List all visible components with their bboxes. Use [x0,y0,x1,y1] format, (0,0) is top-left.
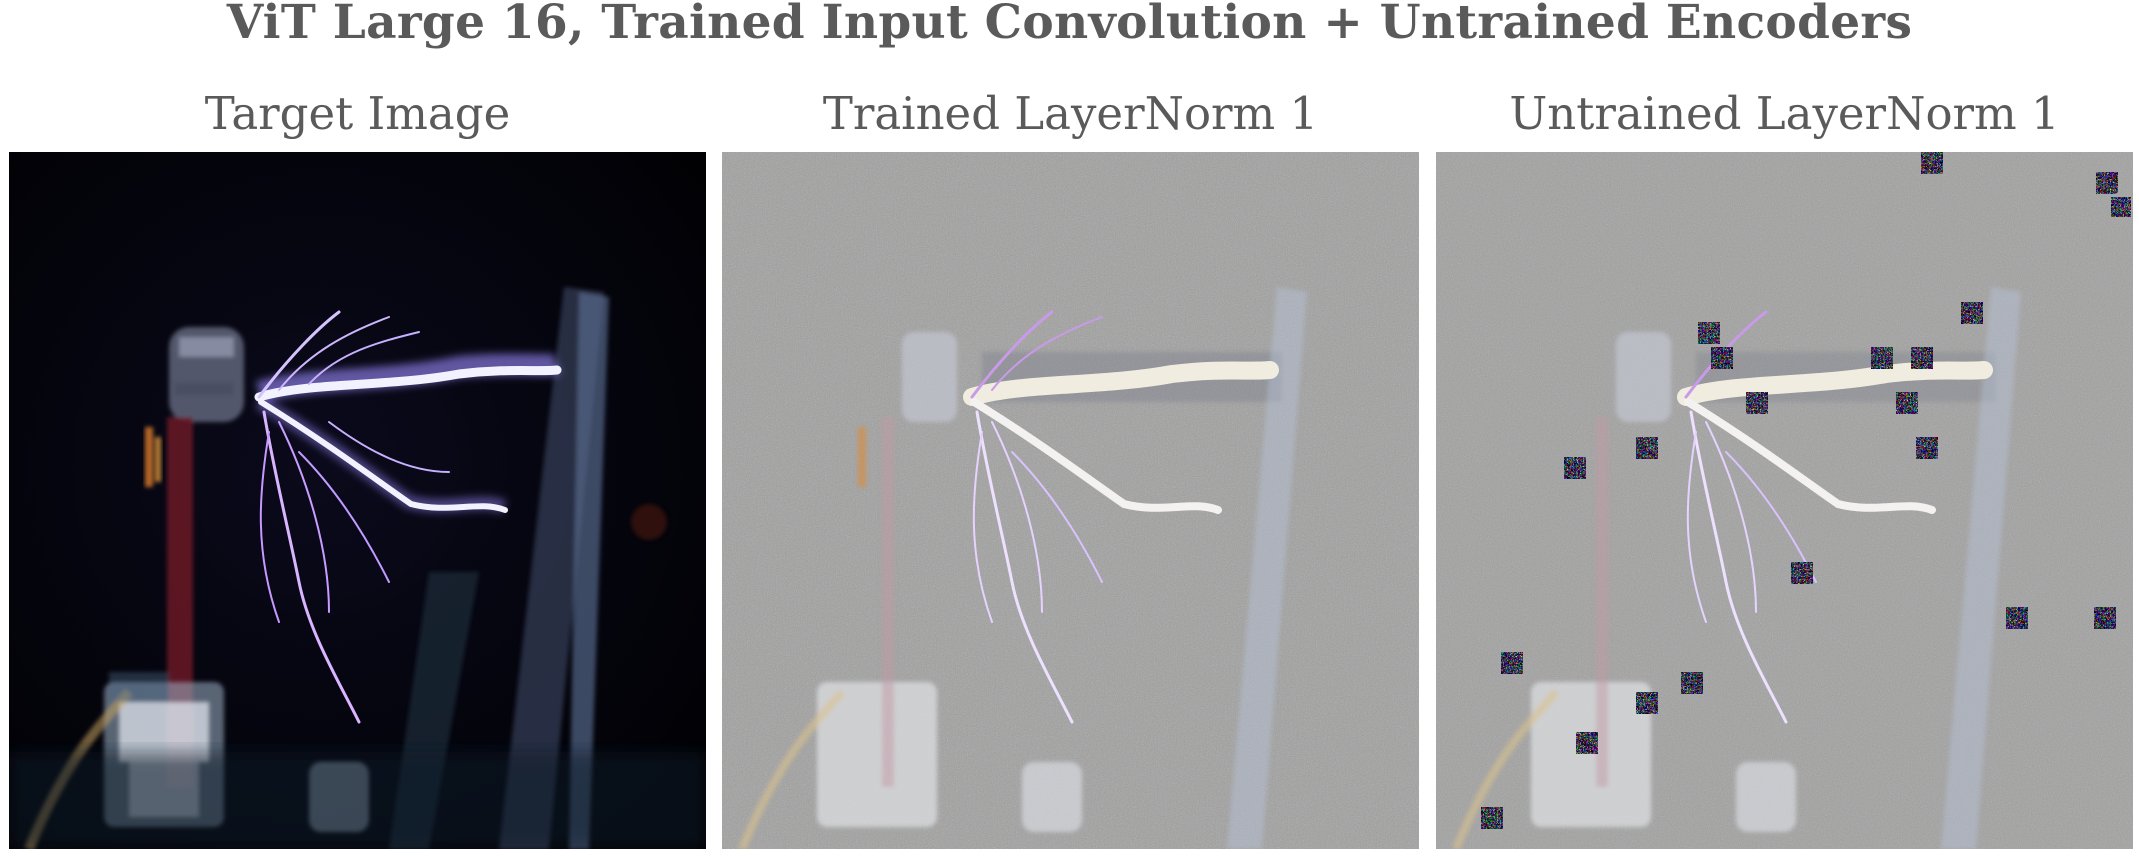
patch-artifacts [1481,152,2131,829]
target-image [9,152,706,849]
trained-reconstruction-image [722,152,1419,849]
panel-title: Trained LayerNorm 1 [822,87,1319,140]
untrained-reconstruction-image [1436,152,2133,849]
figure-title: ViT Large 16, Trained Input Convolution … [226,0,1913,50]
panel-title: Target Image [204,87,511,140]
panel-title: Untrained LayerNorm 1 [1509,87,2060,140]
